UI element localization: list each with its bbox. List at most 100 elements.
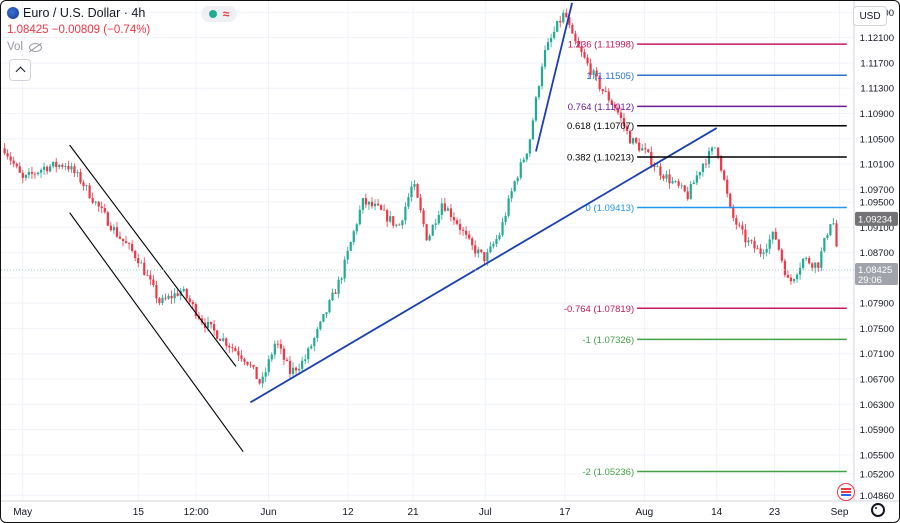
candle-body <box>625 126 629 131</box>
candle-body <box>176 293 179 296</box>
candle-body <box>701 163 705 173</box>
candle-body <box>376 203 380 206</box>
collapse-legend-button[interactable] <box>9 59 31 81</box>
candle-body <box>689 184 692 199</box>
currency-pair-icon <box>7 7 19 19</box>
candle-body <box>167 295 170 299</box>
fib-level-label: -2 (1.05236) <box>582 467 634 478</box>
candle-body <box>106 212 109 226</box>
candle-body <box>370 201 374 207</box>
symbol-title: Euro / U.S. Dollar · 4h <box>23 6 146 20</box>
y-tick-label: 1.07500 <box>860 324 894 335</box>
candle-body <box>537 86 541 98</box>
candle-body <box>641 148 644 151</box>
candle-body <box>173 293 176 299</box>
candle-body <box>671 181 674 184</box>
candle-body <box>85 185 88 187</box>
candle-body <box>261 376 264 384</box>
candle-body <box>21 172 24 178</box>
candle-body <box>404 206 407 221</box>
symbol-header[interactable]: Euro / U.S. Dollar · 4h <box>7 6 145 20</box>
price-change-pct: (−0.74%) <box>103 24 151 36</box>
candle-body <box>774 231 777 240</box>
candle-body <box>213 324 216 331</box>
candle-body <box>64 165 67 167</box>
candle-body <box>750 240 753 242</box>
candle-body <box>155 284 158 299</box>
candle-body <box>738 224 741 226</box>
candle-body <box>835 223 838 247</box>
fib-level-label: -1 (1.07326) <box>582 335 634 346</box>
fib-level-label: 1 (1.11505) <box>586 71 634 82</box>
candle-body <box>744 229 747 243</box>
candle-body <box>389 216 392 222</box>
candle-body <box>610 100 613 105</box>
candle-body <box>571 24 574 34</box>
candle-body <box>704 163 708 165</box>
x-tick-label: Aug <box>635 507 653 518</box>
candle-body <box>386 210 389 222</box>
candle-body <box>695 175 698 183</box>
candle-body <box>67 165 70 170</box>
settings-gear-icon[interactable] <box>871 503 885 517</box>
candle-body <box>39 169 43 173</box>
candle-body <box>586 57 589 64</box>
candle-body <box>656 166 659 168</box>
candle-body <box>556 20 559 32</box>
news-flag-icon[interactable] <box>837 483 855 501</box>
candle-body <box>240 355 243 359</box>
candle-body <box>595 70 598 77</box>
candle-body <box>246 361 249 365</box>
candle-body <box>753 241 756 249</box>
candle-body <box>294 367 298 371</box>
candle-body <box>319 321 322 329</box>
candle-body <box>644 148 647 150</box>
y-tick-label: 1.06300 <box>860 400 894 411</box>
y-tick-label: 1.11700 <box>860 58 894 69</box>
y-tick-label: 1.10100 <box>860 160 894 171</box>
candle-body <box>422 210 425 225</box>
candle-body <box>131 244 134 251</box>
candle-body <box>686 191 689 199</box>
candle-body <box>410 186 413 198</box>
x-tick-label: Jun <box>260 507 276 518</box>
candle-body <box>340 278 343 280</box>
candle-body <box>716 147 720 157</box>
candle-body <box>492 244 495 247</box>
candle-body <box>76 172 79 174</box>
candle-body <box>188 298 191 303</box>
candle-body <box>458 223 462 230</box>
candle-body <box>568 17 571 25</box>
candle-body <box>543 49 547 67</box>
currency-selector[interactable]: USD <box>853 6 887 26</box>
candle-body <box>343 259 346 279</box>
candle-body <box>143 262 146 275</box>
chevron-up-icon <box>15 66 25 77</box>
candle-body <box>823 238 826 252</box>
hidden-eye-icon[interactable] <box>29 42 42 52</box>
channel-lower <box>69 212 244 453</box>
candle-body <box>425 224 428 241</box>
y-tick-label: 1.04860 <box>860 491 894 502</box>
y-tick-label: 1.12100 <box>860 33 894 44</box>
candle-body <box>358 209 361 225</box>
candle-body <box>73 166 76 174</box>
candle-body <box>489 246 492 253</box>
candle-body <box>379 205 383 210</box>
volume-legend[interactable]: Vol <box>7 41 42 53</box>
candle-body <box>534 97 538 121</box>
candle-body <box>653 165 656 167</box>
candle-body <box>516 177 519 182</box>
candle-body <box>540 66 544 87</box>
candle-body <box>741 225 744 230</box>
candle-body <box>628 130 632 144</box>
candle-body <box>416 184 419 198</box>
fib-level-label: 0.764 (1.11012) <box>568 102 634 113</box>
market-status-pill[interactable]: ≈ <box>201 6 237 22</box>
candle-body <box>440 203 443 215</box>
candle-body <box>36 172 40 175</box>
candle-body <box>52 161 55 167</box>
candle-body <box>583 52 586 58</box>
candle-body <box>431 224 434 236</box>
